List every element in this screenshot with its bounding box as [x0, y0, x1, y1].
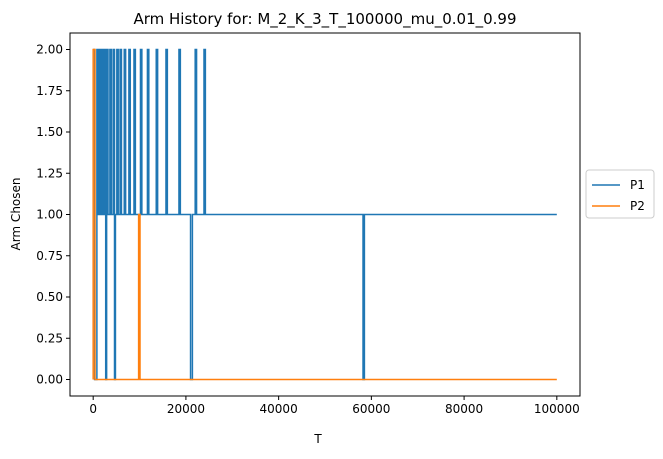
y-tick-label: 1.50 [36, 125, 63, 139]
x-tick-label: 0 [89, 402, 97, 416]
x-axis-label: T [313, 432, 322, 446]
y-tick-label: 1.75 [36, 84, 63, 98]
legend-label-p1: P1 [630, 178, 645, 192]
x-tick-label: 60000 [352, 402, 390, 416]
y-tick-label: 2.00 [36, 43, 63, 57]
legend-label-p2: P2 [630, 199, 645, 213]
legend: P1 P2 [585, 169, 655, 219]
chart-title: Arm History for: M_2_K_3_T_100000_mu_0.0… [133, 10, 516, 29]
x-tick-label: 20000 [167, 402, 205, 416]
y-tick-label: 0.00 [36, 373, 63, 387]
y-tick-label: 0.50 [36, 290, 63, 304]
x-tick-label: 100000 [534, 402, 580, 416]
x-tick-label: 80000 [445, 402, 483, 416]
series-line-p1 [93, 48, 557, 381]
y-tick-label: 0.75 [36, 249, 63, 263]
x-axis-ticks: 0 20000 40000 60000 80000 100000 [89, 396, 580, 416]
x-tick-label: 40000 [260, 402, 298, 416]
series-line-p2 [92, 48, 557, 381]
y-axis-label: Arm Chosen [9, 177, 23, 250]
y-tick-label: 0.25 [36, 331, 63, 345]
plot-area [92, 48, 557, 381]
y-tick-label: 1.25 [36, 166, 63, 180]
y-tick-label: 1.00 [36, 208, 63, 222]
y-axis-ticks: 0.00 0.25 0.50 0.75 1.00 1.25 1.50 1.75 2.00 [36, 43, 70, 387]
